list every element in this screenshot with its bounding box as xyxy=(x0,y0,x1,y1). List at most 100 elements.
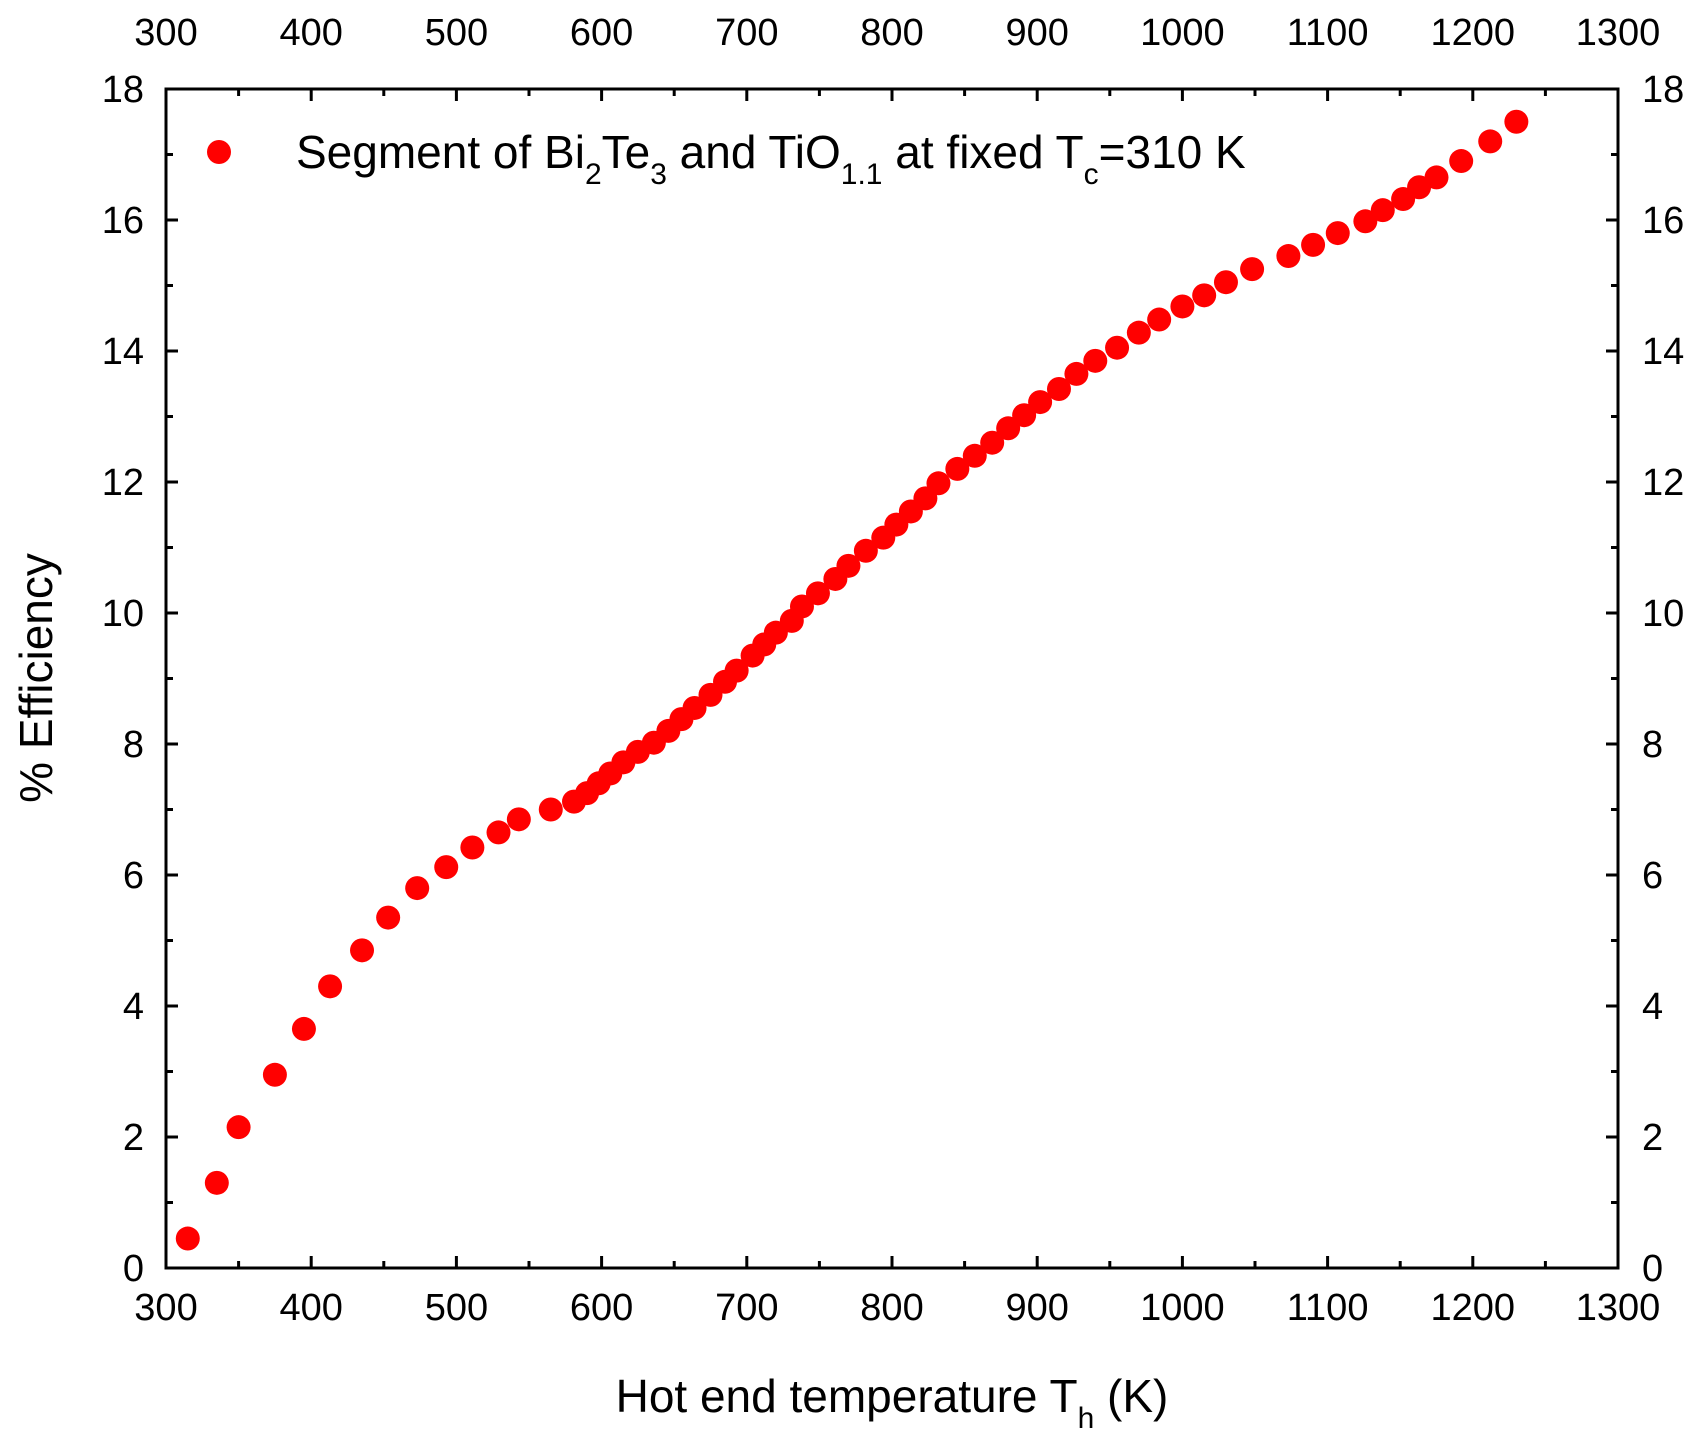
legend-marker xyxy=(207,140,231,164)
data-point xyxy=(805,581,830,606)
data-point xyxy=(1192,283,1217,308)
data-point xyxy=(980,430,1005,455)
y-tick-label-left: 10 xyxy=(102,593,144,635)
y-tick-label-right: 6 xyxy=(1642,855,1663,897)
x-tick-label-top: 600 xyxy=(570,12,633,54)
data-point xyxy=(1028,390,1053,415)
x-tick-label-top: 400 xyxy=(279,12,342,54)
data-point xyxy=(945,456,970,481)
y-tick-label-right: 0 xyxy=(1642,1248,1663,1290)
data-point xyxy=(1449,149,1474,174)
data-point xyxy=(724,658,749,683)
data-point xyxy=(506,807,531,832)
data-point xyxy=(926,471,951,496)
y-tick-label-left: 2 xyxy=(123,1117,144,1159)
data-point xyxy=(1012,403,1037,428)
data-point xyxy=(1424,165,1449,190)
data-point xyxy=(789,594,814,619)
legend-subscript: 1.1 xyxy=(841,158,883,191)
x-tick-label-top: 800 xyxy=(860,12,923,54)
x-tick-label-bottom: 400 xyxy=(279,1287,342,1329)
data-point xyxy=(1064,361,1089,386)
data-point xyxy=(1276,244,1301,269)
data-point xyxy=(853,538,878,563)
x-tick-label-bottom: 1300 xyxy=(1576,1287,1661,1329)
x-axis-title-unit: (K) xyxy=(1094,1370,1168,1422)
data-points xyxy=(175,109,1529,1251)
legend-text-part: Segment of Bi xyxy=(296,126,585,178)
data-point xyxy=(1407,175,1432,200)
y-tick-label-right: 12 xyxy=(1642,462,1684,504)
x-tick-label-top: 300 xyxy=(134,12,197,54)
legend-subscript: 2 xyxy=(585,158,602,191)
data-point xyxy=(262,1062,287,1087)
x-tick-label-bottom: 1000 xyxy=(1140,1287,1225,1329)
x-tick-label-top: 900 xyxy=(1005,12,1068,54)
x-axis-title: Hot end temperature Th (K) xyxy=(616,1370,1169,1435)
y-tick-label-left: 14 xyxy=(102,331,144,373)
data-point xyxy=(350,938,375,963)
plot-frame xyxy=(164,87,1620,1270)
data-point xyxy=(1083,348,1108,373)
data-point xyxy=(1240,257,1265,282)
x-tick-label-bottom: 1200 xyxy=(1431,1287,1516,1329)
x-tick-label-bottom: 600 xyxy=(570,1287,633,1329)
x-tick-label-top: 1200 xyxy=(1431,12,1516,54)
data-point xyxy=(1325,221,1350,246)
y-tick-label-left: 12 xyxy=(102,462,144,504)
data-point xyxy=(434,855,459,880)
y-tick-label-left: 6 xyxy=(123,855,144,897)
legend: Segment of Bi2Te3 and TiO1.1 at fixed Tc… xyxy=(207,126,1246,191)
data-point xyxy=(836,553,861,578)
data-point xyxy=(175,1226,200,1251)
data-point xyxy=(405,876,430,901)
y-tick-label-right: 4 xyxy=(1642,986,1663,1028)
data-point xyxy=(1046,376,1071,401)
data-point xyxy=(1370,198,1395,223)
data-point xyxy=(204,1170,229,1195)
x-tick-label-top: 700 xyxy=(715,12,778,54)
legend-subscript: 3 xyxy=(650,158,667,191)
y-tick-label-left: 0 xyxy=(123,1248,144,1290)
legend-text-part: Te xyxy=(602,126,651,178)
data-point xyxy=(996,416,1021,441)
data-point xyxy=(538,797,563,822)
data-point xyxy=(486,820,511,845)
legend-text-part: at fixed T xyxy=(883,126,1084,178)
x-tick-label-top: 1300 xyxy=(1576,12,1661,54)
x-tick-label-bottom: 800 xyxy=(860,1287,923,1329)
x-tick-label-top: 1000 xyxy=(1140,12,1225,54)
y-tick-label-right: 8 xyxy=(1642,724,1663,766)
x-axis-title-main: Hot end temperature T xyxy=(616,1370,1078,1422)
x-tick-label-bottom: 1100 xyxy=(1287,1287,1369,1329)
data-point xyxy=(1353,209,1378,234)
y-tick-label-left: 8 xyxy=(123,724,144,766)
data-point xyxy=(1478,129,1503,154)
x-tick-label-bottom: 300 xyxy=(134,1287,197,1329)
data-point xyxy=(1170,294,1195,319)
legend-text-part: =310 K xyxy=(1099,126,1246,178)
y-tick-label-left: 18 xyxy=(102,69,144,111)
x-tick-label-bottom: 500 xyxy=(425,1287,488,1329)
y-tick-label-left: 16 xyxy=(102,200,144,242)
legend-label: Segment of Bi2Te3 and TiO1.1 at fixed Tc… xyxy=(296,126,1246,191)
y-tick-label-left: 4 xyxy=(123,986,144,1028)
data-point xyxy=(376,905,401,930)
data-point xyxy=(460,835,485,860)
x-axis-title-sub: h xyxy=(1078,1402,1095,1435)
legend-subscript: c xyxy=(1084,158,1099,191)
data-point xyxy=(682,695,707,720)
y-tick-label-right: 10 xyxy=(1642,593,1684,635)
data-point xyxy=(1213,270,1238,295)
data-point xyxy=(1504,109,1529,134)
y-tick-label-right: 14 xyxy=(1642,331,1684,373)
data-point xyxy=(1301,232,1326,257)
data-point xyxy=(1147,307,1172,332)
y-axis-title: % Efficiency xyxy=(10,553,62,803)
data-point xyxy=(1126,320,1151,345)
data-point xyxy=(962,443,987,468)
x-tick-label-bottom: 700 xyxy=(715,1287,778,1329)
x-tick-label-bottom: 900 xyxy=(1005,1287,1068,1329)
x-tick-label-top: 1100 xyxy=(1287,12,1369,54)
